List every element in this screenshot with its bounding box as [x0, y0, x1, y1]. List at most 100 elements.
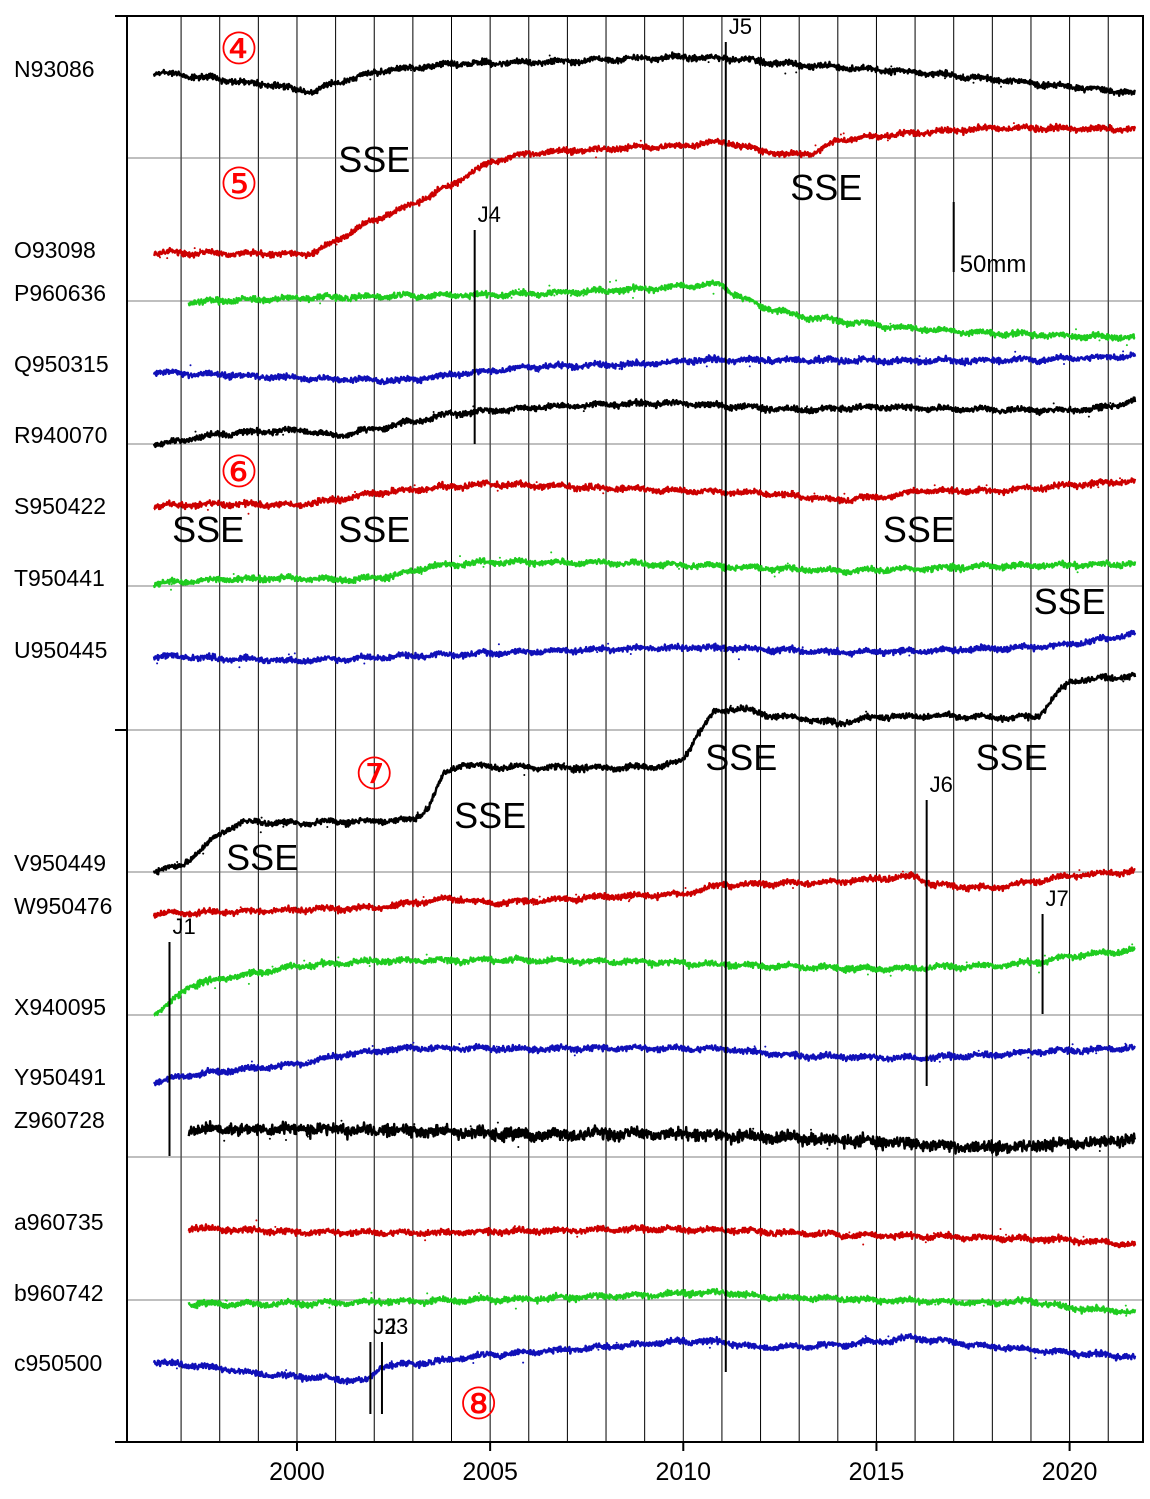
series-outlier-point	[200, 374, 203, 376]
series-V950449	[152, 671, 1137, 876]
series-outlier-point	[1000, 85, 1002, 88]
series-outlier-point	[419, 1361, 421, 1364]
series-outlier-point	[1063, 363, 1065, 365]
series-outlier-point	[227, 374, 230, 377]
series-outlier-point	[492, 295, 495, 298]
series-outlier-point	[371, 1045, 374, 1047]
series-outlier-point	[326, 826, 329, 828]
series-outlier-point	[1122, 680, 1125, 683]
sse-annotation: SSE	[1034, 581, 1106, 622]
x-tick-label: 2015	[849, 1458, 905, 1486]
series-outlier-point	[371, 1232, 373, 1235]
series-outlier-point	[496, 489, 499, 492]
series-outlier-point	[203, 1074, 206, 1077]
series-outlier-point	[193, 247, 196, 250]
series-outlier-point	[894, 70, 897, 73]
series-outlier-point	[547, 487, 550, 490]
series-outlier-point	[328, 1306, 331, 1309]
series-outlier-point	[764, 359, 767, 362]
series-outlier-point	[777, 566, 780, 569]
series-outlier-point	[1014, 350, 1017, 353]
series-outlier-point	[363, 662, 366, 665]
station-label-N93086: N93086	[14, 56, 95, 82]
series-outlier-point	[166, 1080, 169, 1083]
series-outlier-point	[839, 133, 842, 136]
series-outlier-point	[247, 512, 250, 515]
series-outlier-point	[705, 365, 708, 368]
series-outlier-point	[622, 767, 625, 770]
series-outlier-point	[309, 1060, 312, 1063]
series-outlier-point	[1004, 717, 1007, 720]
series-outlier-point	[511, 1350, 514, 1353]
series-outlier-point	[306, 1135, 309, 1138]
series-outlier-point	[933, 713, 936, 716]
series-outlier-point	[977, 1049, 980, 1052]
series-outlier-point	[778, 571, 781, 574]
series-outlier-point	[259, 831, 262, 834]
series-outlier-point	[389, 68, 392, 71]
series-outlier-point	[170, 583, 173, 586]
series-outlier-point	[369, 78, 372, 81]
series-outlier-point	[472, 62, 475, 65]
series-outlier-point	[1038, 971, 1040, 974]
series-outlier-point	[723, 963, 726, 966]
series-outlier-point	[810, 1128, 812, 1131]
station-label-O93098: O93098	[14, 237, 96, 263]
series-outlier-point	[540, 559, 543, 562]
series-outlier-point	[901, 870, 904, 873]
series-outlier-point	[381, 381, 384, 384]
series-outlier-point	[918, 355, 921, 358]
series-outlier-point	[303, 959, 306, 962]
series-outlier-point	[845, 1060, 847, 1063]
event-label-J4: J4	[478, 202, 501, 227]
series-outlier-point	[523, 774, 526, 776]
series-X940095	[153, 943, 1136, 1017]
series-c950500	[152, 1332, 1137, 1386]
series-outlier-point	[548, 54, 551, 57]
series-outlier-point	[522, 1361, 525, 1364]
sse-annotation: SSE	[338, 139, 410, 180]
series-outlier-point	[525, 58, 528, 60]
series-outlier-point	[792, 490, 794, 492]
series-outlier-point	[753, 1045, 756, 1048]
series-outlier-point	[392, 821, 395, 824]
series-Z960728	[187, 1119, 1137, 1157]
series-outlier-point	[1034, 1357, 1037, 1360]
series-outlier-point	[639, 139, 642, 142]
series-outlier-point	[255, 1219, 258, 1222]
series-outlier-point	[534, 366, 537, 369]
series-outlier-point	[786, 562, 789, 565]
series-outlier-point	[857, 570, 860, 572]
station-label-a960735: a960735	[14, 1209, 104, 1235]
series-outlier-point	[557, 152, 560, 155]
series-outlier-point	[430, 961, 433, 964]
series-outlier-point	[900, 1333, 903, 1336]
series-outlier-point	[843, 492, 846, 495]
series-outlier-point	[569, 294, 572, 297]
series-outlier-point	[1124, 1042, 1127, 1045]
series-outlier-point	[985, 484, 988, 487]
series-outlier-point	[889, 322, 892, 325]
series-outlier-point	[1005, 129, 1008, 132]
station-label-W950476: W950476	[14, 893, 112, 919]
series-outlier-point	[548, 284, 551, 287]
series-outlier-point	[223, 1139, 226, 1142]
series-outlier-point	[245, 579, 248, 582]
series-line	[187, 1223, 1137, 1249]
series-outlier-point	[982, 1304, 985, 1307]
series-outlier-point	[596, 651, 599, 654]
series-outlier-point	[181, 506, 184, 509]
sse-annotation: SSE	[172, 509, 244, 550]
series-outlier-point	[823, 1231, 826, 1234]
series-outlier-point	[632, 296, 634, 299]
station-label-X940095: X940095	[14, 994, 106, 1020]
station-label-c950500: c950500	[14, 1350, 102, 1376]
series-outlier-point	[706, 961, 709, 964]
series-outlier-point	[965, 961, 968, 964]
series-outlier-point	[672, 1339, 675, 1342]
series-outlier-point	[156, 662, 159, 665]
series-outlier-point	[422, 896, 425, 898]
series-outlier-point	[514, 364, 517, 367]
series-outlier-point	[1125, 344, 1128, 347]
